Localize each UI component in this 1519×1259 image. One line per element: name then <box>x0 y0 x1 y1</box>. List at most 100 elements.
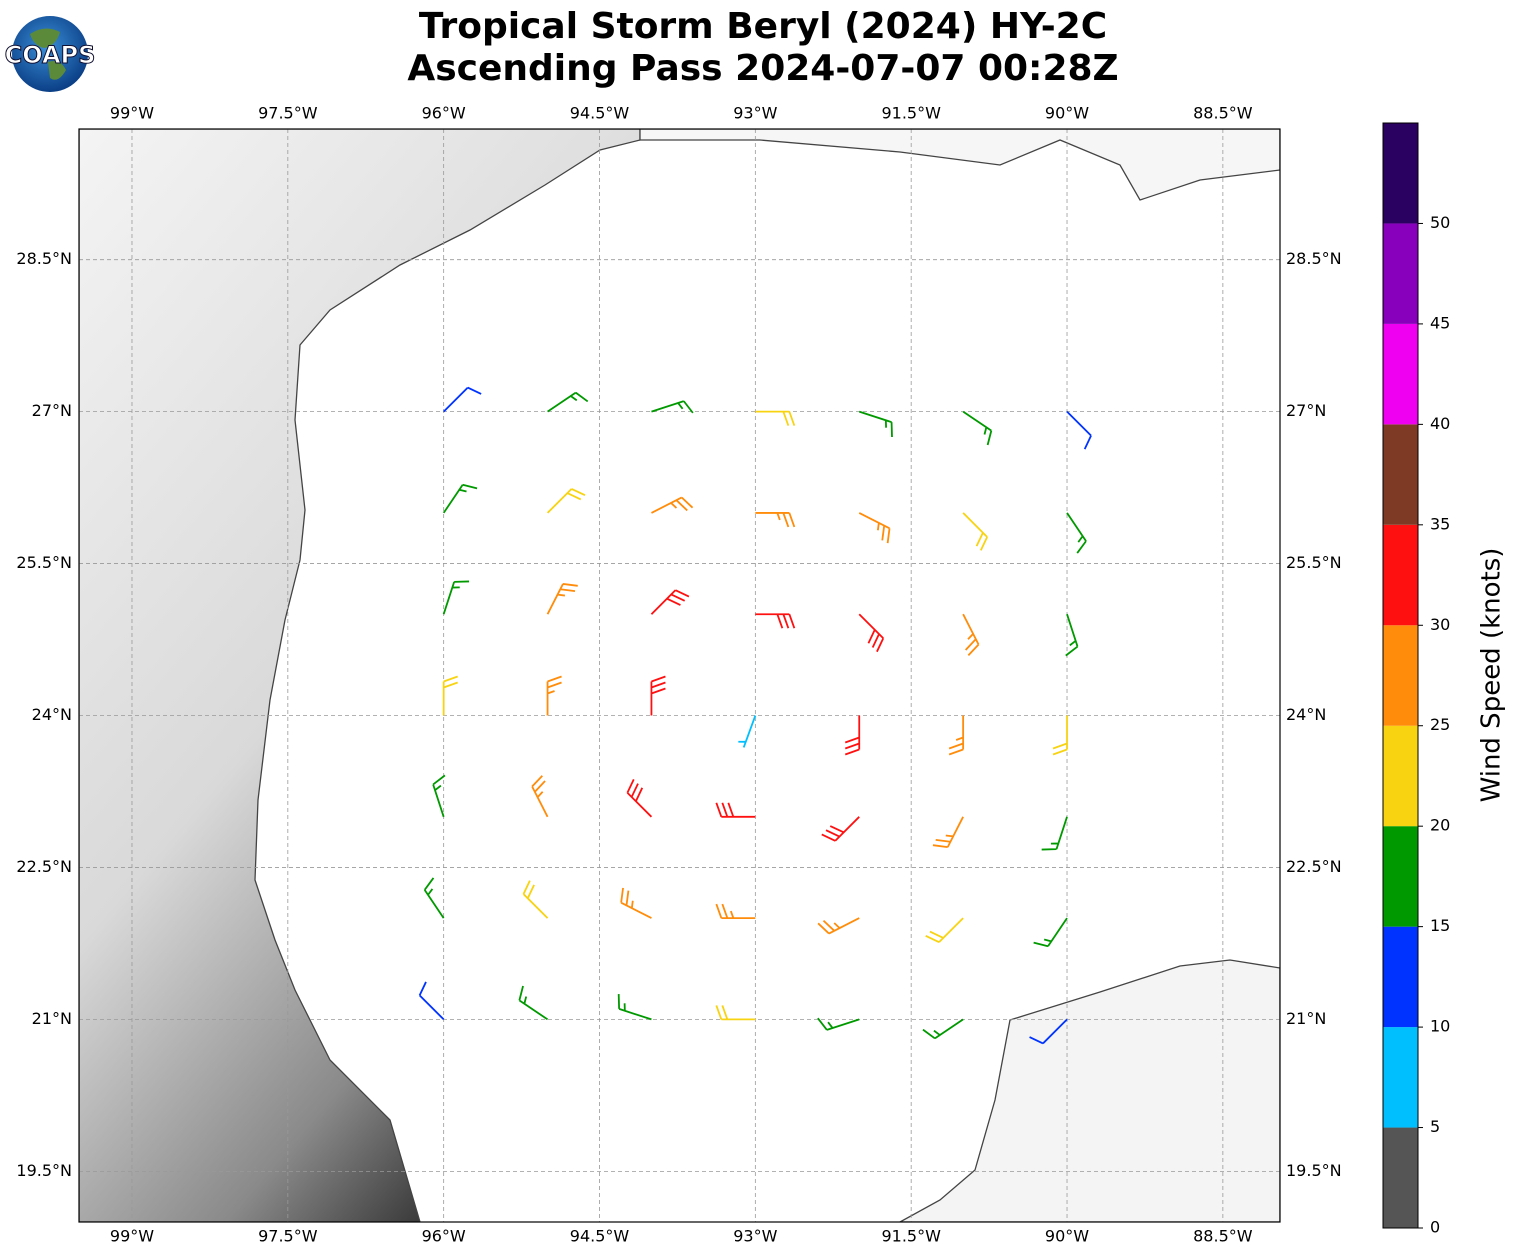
colorbar-bin <box>1383 725 1418 827</box>
y-tick-label: 28.5°N <box>1286 249 1342 268</box>
wind-barb <box>858 410 893 438</box>
wind-barb <box>962 410 993 446</box>
ticks: 99°W 99°W 97.5°W 97.5°W 96°W 96°W 94.5°W 94.5°W… <box>16 104 1341 1246</box>
wind-barb <box>962 512 988 551</box>
wind-barb <box>1065 613 1079 657</box>
wind-barb <box>1066 410 1092 450</box>
colorbar: 0 5 10 15 20 25 30 35 40 45 50 <box>1382 122 1450 1237</box>
y-tick-label: 27°N <box>32 401 72 420</box>
colorbar-tick-label: 30 <box>1430 615 1450 634</box>
wind-barb <box>546 583 578 615</box>
colorbar-tick-label: 40 <box>1430 414 1450 433</box>
wind-barb <box>518 985 549 1021</box>
wind-barb <box>738 715 757 748</box>
logo: COAPS <box>4 16 96 92</box>
x-tick-label: 90°W <box>1045 104 1089 123</box>
wind-barb <box>962 613 980 656</box>
wind-barb <box>858 613 885 653</box>
y-tick-label: 27°N <box>1286 401 1326 420</box>
wind-barb <box>932 816 964 848</box>
x-tick-label: 90°W <box>1045 1227 1089 1246</box>
colorbar-bin <box>1383 524 1418 626</box>
colorbar-tick-label: 0 <box>1430 1218 1440 1237</box>
x-tick-label: 96°W <box>422 104 466 123</box>
y-tick-label: 22.5°N <box>16 857 72 876</box>
y-tick-label: 28.5°N <box>16 249 72 268</box>
wind-barb <box>948 715 965 756</box>
colorbar-bin <box>1383 123 1418 224</box>
x-tick-label: 91.5°W <box>881 104 941 123</box>
y-tick-label: 21°N <box>1286 1009 1326 1028</box>
wind-barb <box>858 512 891 544</box>
colorbar-bin <box>1383 223 1418 324</box>
x-tick-label: 88.5°W <box>1193 104 1253 123</box>
wind-barb <box>755 410 796 426</box>
colorbar-tick-label: 35 <box>1430 514 1450 533</box>
wind-barb <box>442 675 458 716</box>
y-tick-label: 19.5°N <box>16 1161 72 1180</box>
logo-land <box>30 28 66 80</box>
wind-barb <box>1052 715 1068 756</box>
colorbar-label: Wind Speed (knots) <box>1477 548 1507 803</box>
y-tick-label: 24°N <box>1286 705 1326 724</box>
x-tick-label: 99°W <box>110 1227 154 1246</box>
y-tick-label: 25.5°N <box>16 553 72 572</box>
wind-barb <box>922 1018 964 1040</box>
colorbar-tick-label: 25 <box>1430 715 1450 734</box>
x-tick-label: 96°W <box>422 1227 466 1246</box>
colorbar-tick-label: 10 <box>1430 1017 1450 1036</box>
wind-barb <box>423 877 445 919</box>
colorbar-bin <box>1383 323 1418 425</box>
wind-barb <box>650 675 666 716</box>
land-louisiana <box>639 129 1280 201</box>
wind-barb <box>715 802 756 818</box>
grid <box>79 129 1280 1222</box>
wind-barb <box>547 391 589 413</box>
wind-barb <box>925 917 964 943</box>
colorbar-tick-label: 5 <box>1430 1117 1440 1136</box>
wind-barb <box>418 981 445 1021</box>
wind-barb <box>442 580 470 615</box>
x-tick-label: 99°W <box>110 104 154 123</box>
wind-barb <box>522 880 549 919</box>
wind-barb <box>531 775 549 818</box>
y-tick-label: 25.5°N <box>1286 553 1342 572</box>
x-tick-label: 94.5°W <box>570 104 630 123</box>
wind-barb <box>651 400 694 414</box>
colorbar-bin <box>1383 424 1418 525</box>
land-mexico-texas <box>79 129 641 1222</box>
logo-text: COAPS <box>5 41 96 69</box>
wind-barb <box>821 816 860 842</box>
wind-barb <box>546 675 562 716</box>
wind-barb <box>715 1005 756 1021</box>
y-tick-label: 22.5°N <box>1286 857 1342 876</box>
wind-barb <box>442 483 478 514</box>
wind-barb <box>650 589 690 615</box>
wind-barb <box>620 887 652 919</box>
wind-barb <box>651 496 694 514</box>
y-tick-label: 19.5°N <box>1286 1161 1342 1180</box>
wind-barb <box>755 512 796 528</box>
wind-barb <box>817 1017 860 1031</box>
colorbar-frame <box>1382 122 1419 1229</box>
wind-barb <box>1066 512 1087 554</box>
wind-barb <box>755 613 796 629</box>
wind-barb <box>626 778 653 818</box>
colorbar-tick-label: 45 <box>1430 313 1450 332</box>
x-tick-label: 91.5°W <box>881 1227 941 1246</box>
y-tick-label: 24°N <box>32 705 72 724</box>
wind-barb <box>715 903 756 920</box>
x-tick-label: 93°W <box>733 104 777 123</box>
wind-barb <box>844 715 861 756</box>
colorbar-bin <box>1383 1127 1418 1228</box>
plot-frame <box>78 128 1281 1223</box>
colorbar-bin <box>1383 826 1418 927</box>
colorbar-bin <box>1383 1027 1418 1128</box>
x-tick-label: 97.5°W <box>258 1227 318 1246</box>
wind-barb <box>617 994 652 1021</box>
title: Ascending Pass 2024-07-07 00:28Z <box>407 48 1118 89</box>
wind-barb <box>817 917 860 935</box>
colorbar-bin <box>1383 625 1418 726</box>
x-tick-label: 94.5°W <box>570 1227 630 1246</box>
